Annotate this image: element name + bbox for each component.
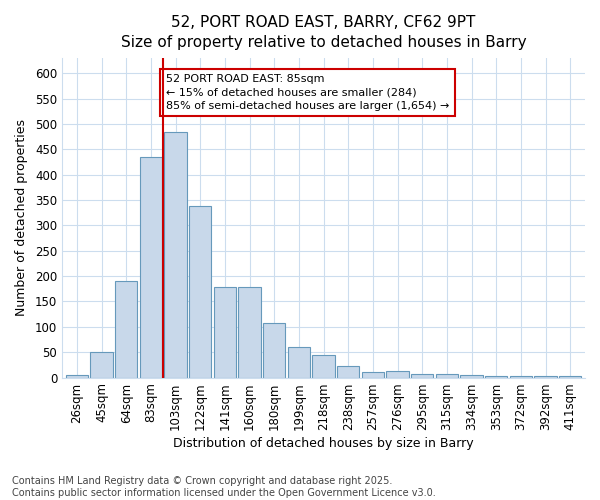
Y-axis label: Number of detached properties: Number of detached properties	[15, 119, 28, 316]
Title: 52, PORT ROAD EAST, BARRY, CF62 9PT
Size of property relative to detached houses: 52, PORT ROAD EAST, BARRY, CF62 9PT Size…	[121, 15, 526, 50]
Bar	[436, 374, 458, 378]
Bar	[115, 281, 137, 378]
Bar	[214, 288, 236, 378]
Bar	[263, 323, 285, 378]
Text: Contains HM Land Registry data © Crown copyright and database right 2025.
Contai: Contains HM Land Registry data © Crown c…	[12, 476, 436, 498]
Bar	[66, 375, 88, 378]
Bar	[91, 352, 113, 378]
Bar	[460, 375, 482, 378]
Bar	[140, 157, 162, 378]
Bar	[510, 376, 532, 378]
Bar	[189, 206, 211, 378]
Bar	[238, 288, 260, 378]
Bar	[362, 372, 384, 378]
Bar	[164, 132, 187, 378]
Bar	[386, 372, 409, 378]
Bar	[535, 376, 557, 378]
Text: 52 PORT ROAD EAST: 85sqm
← 15% of detached houses are smaller (284)
85% of semi-: 52 PORT ROAD EAST: 85sqm ← 15% of detach…	[166, 74, 449, 110]
Bar	[313, 354, 335, 378]
Bar	[559, 376, 581, 378]
Bar	[485, 376, 507, 378]
X-axis label: Distribution of detached houses by size in Barry: Distribution of detached houses by size …	[173, 437, 474, 450]
Bar	[288, 347, 310, 378]
Bar	[337, 366, 359, 378]
Bar	[411, 374, 433, 378]
